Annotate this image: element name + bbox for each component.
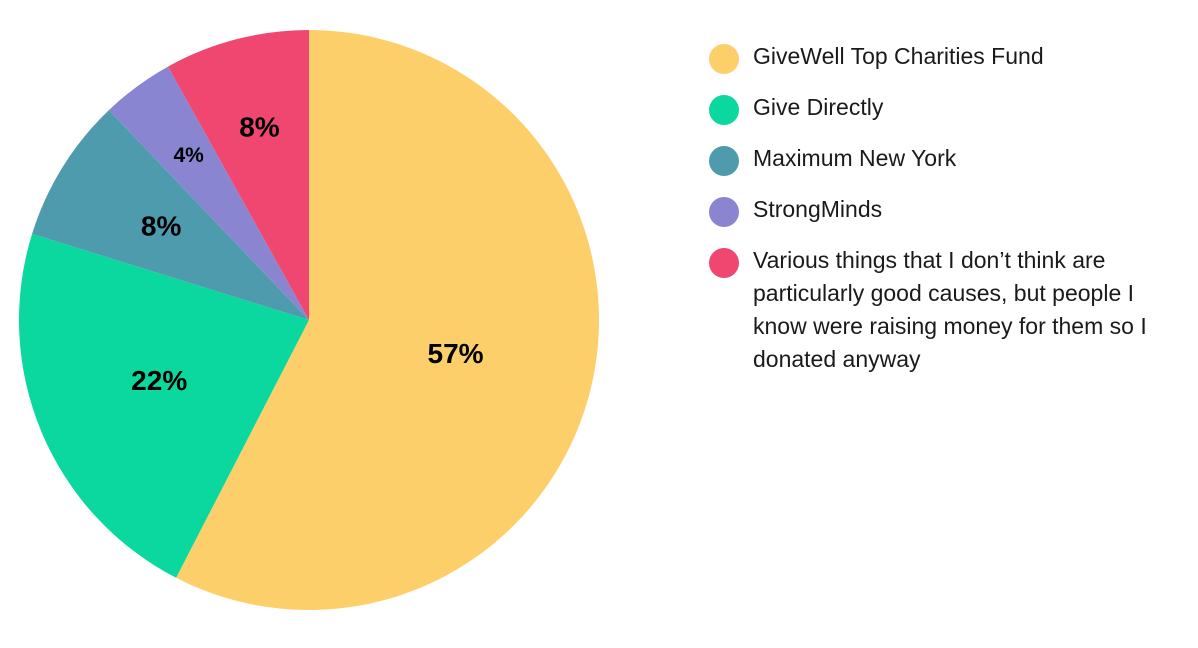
legend: GiveWell Top Charities Fund Give Directly… — [709, 40, 1189, 393]
legend-swatch-icon — [709, 146, 739, 176]
legend-label: Give Directly — [753, 94, 884, 120]
pie-slice — [32, 110, 310, 320]
legend-item: GiveWell Top Charities Fund — [709, 40, 1189, 74]
legend-swatch-icon — [709, 248, 739, 278]
slice-data-label: 57% — [428, 338, 484, 369]
slice-data-label: 22% — [131, 365, 187, 396]
pie-slice — [108, 66, 309, 320]
pie-slice — [176, 30, 599, 610]
legend-item: Give Directly — [709, 91, 1189, 125]
legend-swatch-icon — [709, 95, 739, 125]
legend-swatch-icon — [709, 44, 739, 74]
legend-item: Various things that I don’t think are pa… — [709, 244, 1189, 376]
legend-label: Various things that I don’t think are pa… — [753, 247, 1147, 372]
legend-item: Maximum New York — [709, 142, 1189, 176]
pie-slice — [18, 233, 309, 578]
legend-item: StrongMinds — [709, 193, 1189, 227]
slice-data-label: 8% — [239, 112, 280, 143]
legend-label: StrongMinds — [753, 196, 883, 222]
pie-chart: 57% 22% 8% 4% 8% — [18, 30, 599, 610]
legend-label: Maximum New York — [753, 145, 957, 171]
slice-data-label: 8% — [141, 211, 182, 242]
legend-swatch-icon — [709, 197, 739, 227]
pie-slice — [168, 30, 309, 320]
slice-data-label: 4% — [173, 144, 204, 167]
legend-label: GiveWell Top Charities Fund — [753, 43, 1044, 69]
